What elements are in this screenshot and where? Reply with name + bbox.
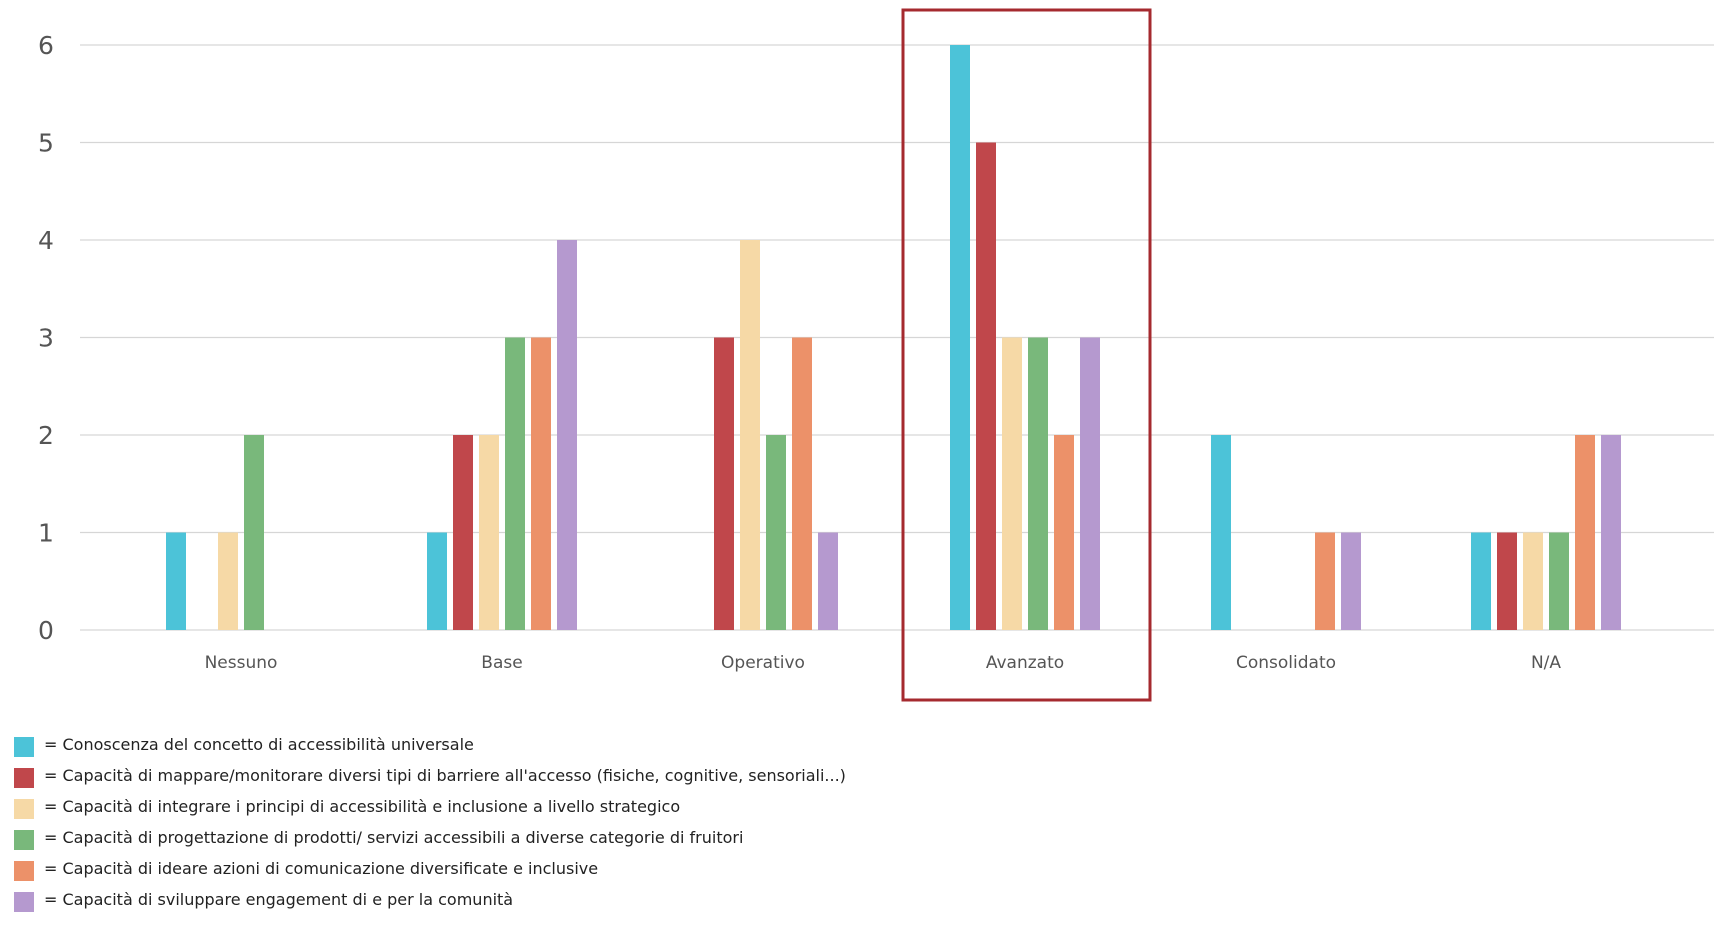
legend-label: = Capacità di integrare i principi di ac… (44, 797, 681, 816)
bar-avanzato-series-6 (1080, 337, 1100, 630)
y-tick-label: 3 (38, 324, 54, 353)
bar-operativo-series-6 (818, 532, 838, 630)
x-tick-label: N/A (1531, 653, 1561, 673)
x-axis-ticks: Nessuno Base Operativo Avanzato Consolidato N… (205, 653, 1562, 673)
bar-operativo-series-5 (792, 337, 812, 630)
legend-swatch (14, 737, 34, 757)
bar-consolidato-series-5 (1315, 532, 1335, 630)
legend-label: = Capacità di mappare/monitorare diversi… (44, 766, 846, 785)
bar-avanzato-series-5 (1054, 435, 1074, 630)
x-tick-label: Base (481, 653, 522, 673)
bar-avanzato-series-4 (1028, 337, 1048, 630)
bar-base-series-3 (479, 435, 499, 630)
highlight-box-avanzato (901, 8, 1152, 702)
legend-label: = Capacità di ideare azioni di comunicaz… (44, 859, 599, 878)
bar-avanzato-series-3 (1002, 337, 1022, 630)
x-tick-label: Nessuno (205, 653, 278, 673)
y-tick-label: 5 (38, 129, 54, 158)
bar-base-series-1 (427, 532, 447, 630)
y-tick-label: 0 (38, 616, 54, 645)
bars (166, 45, 1621, 630)
bar-nessuno-series-1 (166, 532, 186, 630)
bar-avanzato-series-1 (950, 45, 970, 630)
bar-base-series-6 (557, 240, 577, 630)
legend-swatch (14, 892, 34, 912)
legend-label: = Capacità di sviluppare engagement di e… (44, 890, 514, 909)
bar-operativo-series-3 (740, 240, 760, 630)
x-tick-label: Operativo (721, 653, 805, 673)
gridlines (80, 44, 1714, 631)
y-axis-ticks: 0 1 2 3 4 5 6 (38, 31, 54, 645)
bar-n-a-series-5 (1575, 435, 1595, 630)
bar-n-a-series-3 (1523, 532, 1543, 630)
bar-n-a-series-4 (1549, 532, 1569, 630)
bar-base-series-5 (531, 337, 551, 630)
bar-consolidato-series-6 (1341, 532, 1361, 630)
x-tick-label: Consolidato (1236, 653, 1336, 673)
bar-nessuno-series-4 (244, 435, 264, 630)
bar-operativo-series-2 (714, 337, 734, 630)
bar-chart: 0 1 2 3 4 5 6 Nessuno Base Operativo Avanzato Cons… (38, 8, 1714, 702)
bar-nessuno-series-3 (218, 532, 238, 630)
bar-n-a-series-2 (1497, 532, 1517, 630)
legend-swatch (14, 799, 34, 819)
legend-label: = Capacità di progettazione di prodotti/… (44, 828, 744, 847)
bar-consolidato-series-1 (1211, 435, 1231, 630)
bar-base-series-4 (505, 337, 525, 630)
y-tick-label: 6 (38, 31, 54, 60)
bar-avanzato-series-2 (976, 142, 996, 630)
bar-operativo-series-4 (766, 435, 786, 630)
bar-n-a-series-6 (1601, 435, 1621, 630)
bar-base-series-2 (453, 435, 473, 630)
legend-swatch (14, 861, 34, 881)
legend-label: = Conoscenza del concetto di accessibili… (44, 735, 474, 754)
bar-n-a-series-1 (1471, 532, 1491, 630)
y-tick-label: 1 (38, 519, 54, 548)
legend-swatch (14, 830, 34, 850)
y-tick-label: 4 (38, 226, 54, 255)
y-tick-label: 2 (38, 421, 54, 450)
legend-swatch (14, 768, 34, 788)
x-tick-label: Avanzato (986, 653, 1064, 673)
